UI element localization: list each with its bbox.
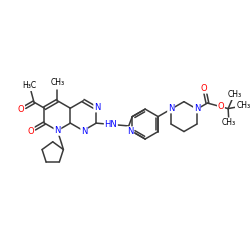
- Text: CH₃: CH₃: [50, 78, 64, 88]
- Text: N: N: [194, 104, 200, 113]
- Text: O: O: [201, 84, 207, 93]
- Text: N: N: [127, 127, 134, 136]
- Text: O: O: [18, 105, 24, 114]
- Text: N: N: [54, 126, 60, 135]
- Text: N: N: [94, 103, 100, 112]
- Text: H₃C: H₃C: [22, 82, 37, 90]
- Text: N: N: [81, 127, 87, 136]
- Text: N: N: [168, 104, 174, 113]
- Text: HN: HN: [104, 120, 117, 129]
- Text: CH₃: CH₃: [227, 90, 242, 100]
- Text: CH₃: CH₃: [222, 118, 236, 127]
- Text: CH₃: CH₃: [237, 101, 250, 110]
- Text: O: O: [218, 102, 224, 111]
- Text: O: O: [28, 126, 34, 136]
